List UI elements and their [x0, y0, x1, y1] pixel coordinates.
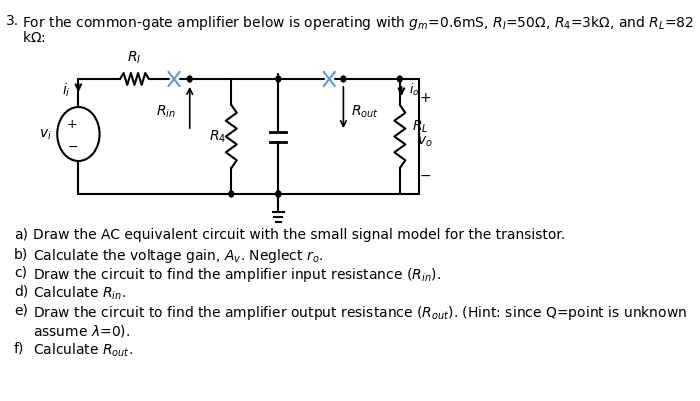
Circle shape — [276, 77, 281, 83]
Text: $-$: $-$ — [419, 168, 431, 182]
Text: b): b) — [14, 246, 29, 260]
Circle shape — [276, 192, 281, 198]
Text: $v_o$: $v_o$ — [417, 134, 433, 149]
Circle shape — [229, 192, 234, 198]
Text: f): f) — [14, 341, 24, 355]
Text: Calculate $R_{out}$.: Calculate $R_{out}$. — [33, 341, 133, 358]
Text: Calculate $R_{in}$.: Calculate $R_{in}$. — [33, 284, 126, 302]
Text: $i_i$: $i_i$ — [62, 82, 71, 99]
Text: Draw the AC equivalent circuit with the small signal model for the transistor.: Draw the AC equivalent circuit with the … — [33, 227, 565, 241]
Text: $R_I$: $R_I$ — [127, 49, 141, 66]
Text: For the common-gate amplifier below is operating with $g_m$=0.6mS, $R_I$=50$\Ome: For the common-gate amplifier below is o… — [22, 14, 694, 32]
Text: $R_{out}$: $R_{out}$ — [351, 103, 379, 120]
Text: $R_L$: $R_L$ — [412, 119, 429, 135]
Text: $R_{in}$: $R_{in}$ — [156, 103, 176, 120]
Text: $v_i$: $v_i$ — [39, 128, 52, 142]
Text: Draw the circuit to find the amplifier input resistance ($R_{in}$).: Draw the circuit to find the amplifier i… — [33, 265, 441, 283]
Text: k$\Omega$:: k$\Omega$: — [22, 30, 46, 45]
Circle shape — [276, 192, 281, 198]
Text: +: + — [419, 91, 430, 105]
Text: a): a) — [14, 227, 28, 241]
Circle shape — [341, 77, 346, 83]
Text: Draw the circuit to find the amplifier output resistance ($R_{out}$). (Hint: sin: Draw the circuit to find the amplifier o… — [33, 303, 687, 321]
Text: $i_o$: $i_o$ — [410, 82, 420, 98]
Text: $-$: $-$ — [66, 139, 78, 152]
Text: 3.: 3. — [6, 14, 20, 28]
Text: c): c) — [14, 265, 27, 279]
Circle shape — [398, 77, 402, 83]
Text: d): d) — [14, 284, 29, 298]
Circle shape — [188, 77, 192, 83]
Text: +: + — [66, 117, 78, 130]
Text: $R_4$: $R_4$ — [209, 128, 226, 145]
Text: Calculate the voltage gain, $A_v$. Neglect $r_o$.: Calculate the voltage gain, $A_v$. Negle… — [33, 246, 323, 264]
Text: e): e) — [14, 303, 28, 317]
Text: assume $\lambda$=0).: assume $\lambda$=0). — [33, 322, 130, 338]
